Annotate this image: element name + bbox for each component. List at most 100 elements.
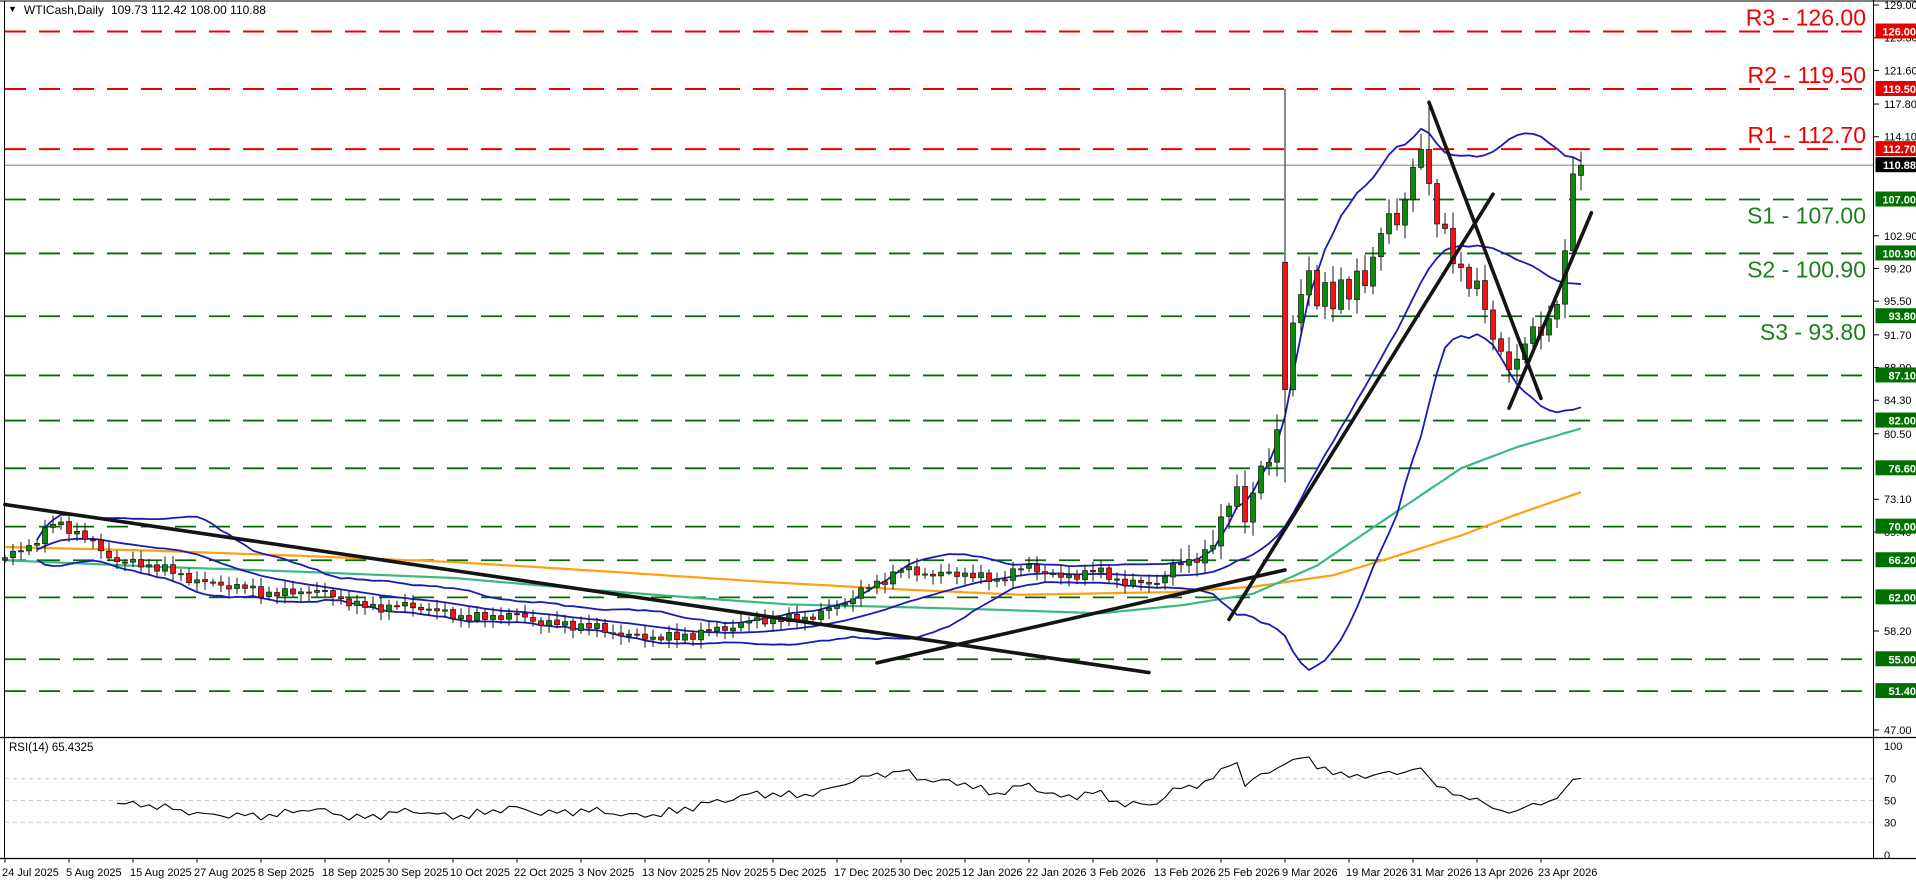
candle-body: [418, 606, 424, 611]
candle-body: [578, 623, 584, 631]
candle-body: [914, 566, 920, 576]
candle-body: [1050, 573, 1056, 575]
candle-body: [442, 609, 448, 612]
date-label: 3 Nov 2025: [578, 867, 634, 879]
candle-body: [730, 627, 736, 632]
candle-body: [514, 613, 520, 616]
candle-body: [106, 550, 112, 559]
candle-body: [1034, 564, 1040, 573]
candle-body: [1386, 213, 1392, 235]
candle-body: [1298, 294, 1304, 324]
price-badge-label: 66.20: [1888, 555, 1916, 567]
candle-body: [50, 523, 56, 528]
price-badge: [1875, 518, 1916, 534]
candle-body: [170, 564, 176, 574]
candle-body: [890, 571, 896, 585]
candle-body: [826, 607, 832, 611]
candle-body: [1514, 358, 1520, 370]
candle-body: [898, 569, 904, 573]
bollinger-lower-line: [36, 333, 1582, 671]
price-badge-label: 51.40: [1888, 686, 1916, 698]
symbol-ohlc-values: 109.73 112.42 108.00 110.88: [110, 3, 266, 17]
candle-body: [1082, 570, 1088, 580]
candle-body: [1530, 326, 1536, 344]
date-label: 8 Sep 2025: [258, 867, 314, 879]
candle-body: [754, 617, 760, 621]
candle-body: [10, 550, 16, 559]
candle-body: [586, 622, 592, 629]
candle-body: [210, 581, 216, 584]
candle-body: [466, 615, 472, 621]
resistance-label: R3 - 126.00: [1746, 5, 1866, 31]
price-badge-label: 110.88: [1883, 160, 1916, 172]
price-badge-label: 126.00: [1882, 27, 1916, 39]
candle-body: [1282, 261, 1288, 390]
candle-body: [186, 572, 192, 583]
candle-body: [138, 559, 144, 568]
candle-body: [338, 596, 344, 600]
price-tick-label: 91.70: [1884, 330, 1912, 342]
candle-body: [1418, 149, 1424, 168]
candle-body: [634, 633, 640, 636]
candle-body: [698, 629, 704, 641]
candle-body: [1018, 568, 1024, 571]
candle-body: [1458, 263, 1464, 268]
date-label: 22 Jan 2026: [1026, 867, 1087, 879]
candle-body: [458, 615, 464, 620]
candle-body: [1498, 338, 1504, 352]
price-tick-label: 80.50: [1884, 429, 1912, 441]
candle-body: [34, 542, 40, 546]
candle-body: [490, 615, 496, 620]
candle-body: [1010, 568, 1016, 581]
candle-body: [410, 602, 416, 609]
candle-body: [922, 573, 928, 576]
candle-body: [1570, 173, 1576, 252]
trendline: [1507, 210, 1594, 410]
candle-body: [1274, 429, 1280, 463]
candle-body: [146, 564, 152, 568]
date-label: 5 Aug 2025: [66, 867, 122, 879]
resistance-label: R1 - 112.70: [1748, 122, 1866, 148]
candle-body: [1194, 558, 1200, 563]
candle-body: [1026, 564, 1032, 569]
candle-body: [1322, 282, 1328, 307]
candle-body: [1546, 318, 1552, 336]
date-label: 13 Nov 2025: [642, 867, 704, 879]
candle-body: [858, 587, 864, 599]
candle-body: [1346, 278, 1352, 300]
candle-body: [610, 632, 616, 635]
candle-body: [530, 617, 536, 622]
candle-body: [354, 600, 360, 606]
candle-body: [1154, 582, 1160, 585]
candle-body: [906, 566, 912, 571]
bollinger-upper-line: [36, 127, 1582, 625]
price-tick-label: 84.30: [1884, 395, 1912, 407]
candle-body: [322, 590, 328, 592]
candle-body: [114, 557, 120, 562]
candle-body: [290, 588, 296, 595]
trendline: [1227, 192, 1495, 622]
candle-body: [1122, 578, 1128, 587]
candle-body: [1434, 183, 1440, 225]
candle-body: [1466, 266, 1472, 289]
date-label: 23 Apr 2026: [1538, 867, 1597, 879]
candle-body: [370, 603, 376, 608]
candle-body: [18, 550, 24, 553]
symbol-dropdown-icon[interactable]: ▼: [8, 4, 17, 14]
price-badge: [1875, 157, 1916, 173]
price-tick-label: 95.50: [1884, 296, 1912, 308]
candle-body: [306, 591, 312, 594]
trendline: [3, 502, 1151, 675]
candle-body: [258, 586, 264, 598]
candle-body: [426, 608, 432, 611]
candle-body: [1394, 212, 1400, 226]
candle-body: [1370, 256, 1376, 287]
rsi-line: [116, 756, 1582, 821]
price-badge-label: 112.70: [1883, 144, 1916, 156]
candle-body: [162, 564, 168, 572]
candle-body: [1554, 304, 1560, 320]
candle-body: [1058, 572, 1064, 578]
price-badge-label: 100.90: [1882, 248, 1916, 260]
candle-body: [554, 619, 560, 626]
